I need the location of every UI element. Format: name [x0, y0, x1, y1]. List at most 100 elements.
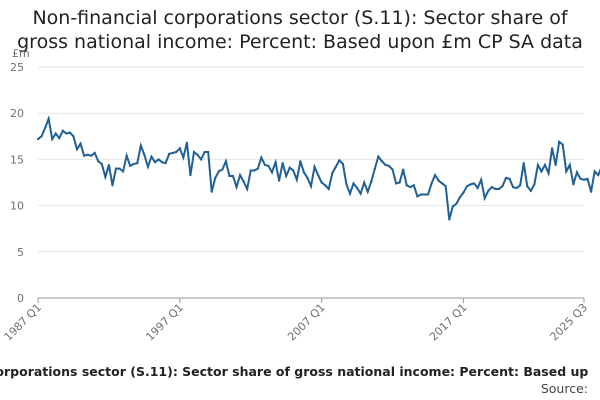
- data-point[interactable]: [75, 148, 79, 151]
- data-point[interactable]: [536, 163, 540, 167]
- data-point[interactable]: [515, 186, 518, 190]
- data-point[interactable]: [597, 174, 600, 177]
- data-point[interactable]: [366, 190, 369, 193]
- data-point[interactable]: [164, 162, 167, 165]
- data-point[interactable]: [146, 165, 150, 168]
- data-point[interactable]: [327, 187, 330, 191]
- data-point[interactable]: [519, 184, 522, 187]
- data-point[interactable]: [270, 171, 274, 174]
- data-point[interactable]: [572, 183, 575, 186]
- data-point[interactable]: [178, 147, 181, 150]
- data-point[interactable]: [260, 156, 263, 159]
- data-point[interactable]: [561, 143, 564, 146]
- data-point[interactable]: [373, 167, 376, 170]
- data-point[interactable]: [256, 167, 259, 170]
- data-point[interactable]: [480, 178, 483, 181]
- data-point[interactable]: [476, 186, 479, 190]
- data-point[interactable]: [238, 174, 242, 177]
- data-point[interactable]: [412, 184, 415, 187]
- data-point[interactable]: [43, 126, 47, 130]
- data-point[interactable]: [97, 160, 100, 163]
- data-point[interactable]: [79, 142, 82, 145]
- data-point[interactable]: [189, 174, 192, 177]
- data-point[interactable]: [153, 161, 157, 164]
- data-point[interactable]: [118, 167, 121, 170]
- data-point[interactable]: [462, 191, 465, 194]
- data-point[interactable]: [458, 196, 462, 199]
- data-point[interactable]: [121, 170, 125, 173]
- data-point[interactable]: [526, 185, 529, 188]
- data-point[interactable]: [168, 152, 171, 155]
- data-point[interactable]: [579, 177, 582, 180]
- data-point[interactable]: [221, 168, 224, 171]
- data-point[interactable]: [565, 170, 568, 173]
- data-point[interactable]: [306, 176, 309, 179]
- data-point[interactable]: [448, 218, 451, 221]
- data-point[interactable]: [490, 186, 493, 189]
- data-point[interactable]: [90, 154, 93, 157]
- data-point[interactable]: [231, 174, 235, 178]
- data-point[interactable]: [405, 184, 408, 187]
- data-point[interactable]: [483, 197, 486, 200]
- data-point[interactable]: [160, 161, 164, 164]
- data-point[interactable]: [511, 186, 515, 189]
- data-point[interactable]: [338, 159, 341, 162]
- data-point[interactable]: [217, 170, 220, 173]
- data-point[interactable]: [550, 147, 554, 150]
- data-point[interactable]: [36, 137, 40, 141]
- data-point[interactable]: [277, 179, 281, 182]
- data-point[interactable]: [72, 135, 75, 138]
- data-point[interactable]: [582, 178, 586, 181]
- data-point[interactable]: [508, 177, 511, 180]
- data-point[interactable]: [487, 189, 490, 192]
- data-point[interactable]: [348, 192, 352, 195]
- data-point[interactable]: [363, 181, 366, 184]
- data-point[interactable]: [355, 186, 359, 190]
- data-point[interactable]: [331, 172, 334, 175]
- data-point[interactable]: [253, 169, 256, 172]
- data-point[interactable]: [82, 154, 86, 157]
- data-point[interactable]: [522, 162, 525, 165]
- data-point[interactable]: [86, 153, 89, 156]
- data-point[interactable]: [185, 141, 189, 144]
- data-point[interactable]: [324, 184, 327, 187]
- data-point[interactable]: [419, 193, 423, 196]
- data-point[interactable]: [465, 185, 469, 188]
- data-point[interactable]: [334, 165, 337, 168]
- data-point[interactable]: [586, 177, 589, 180]
- data-point[interactable]: [111, 184, 114, 187]
- data-point[interactable]: [451, 205, 454, 208]
- data-point[interactable]: [132, 162, 135, 166]
- data-point[interactable]: [547, 172, 550, 175]
- data-point[interactable]: [242, 180, 245, 183]
- data-point[interactable]: [65, 132, 68, 135]
- data-point[interactable]: [352, 182, 355, 185]
- data-point[interactable]: [157, 158, 160, 161]
- data-point[interactable]: [292, 169, 295, 172]
- data-point[interactable]: [125, 154, 128, 157]
- data-point[interactable]: [387, 164, 391, 167]
- data-point[interactable]: [568, 163, 571, 167]
- data-point[interactable]: [192, 150, 196, 154]
- data-point[interactable]: [104, 175, 107, 179]
- data-point[interactable]: [554, 163, 557, 167]
- data-point[interactable]: [302, 171, 306, 174]
- data-point[interactable]: [267, 164, 270, 167]
- data-point[interactable]: [249, 169, 252, 172]
- data-point[interactable]: [150, 155, 153, 158]
- data-point[interactable]: [61, 129, 64, 132]
- data-point[interactable]: [40, 135, 43, 138]
- data-point[interactable]: [228, 174, 231, 178]
- data-point[interactable]: [129, 164, 132, 167]
- data-point[interactable]: [263, 163, 267, 167]
- data-point[interactable]: [93, 151, 96, 155]
- data-point[interactable]: [377, 155, 380, 158]
- data-point[interactable]: [274, 161, 277, 164]
- data-point[interactable]: [370, 180, 373, 183]
- data-point[interactable]: [196, 153, 199, 156]
- data-point[interactable]: [433, 174, 437, 177]
- data-point[interactable]: [504, 176, 508, 179]
- data-point[interactable]: [295, 178, 298, 181]
- data-point[interactable]: [543, 163, 547, 167]
- data-point[interactable]: [281, 162, 284, 165]
